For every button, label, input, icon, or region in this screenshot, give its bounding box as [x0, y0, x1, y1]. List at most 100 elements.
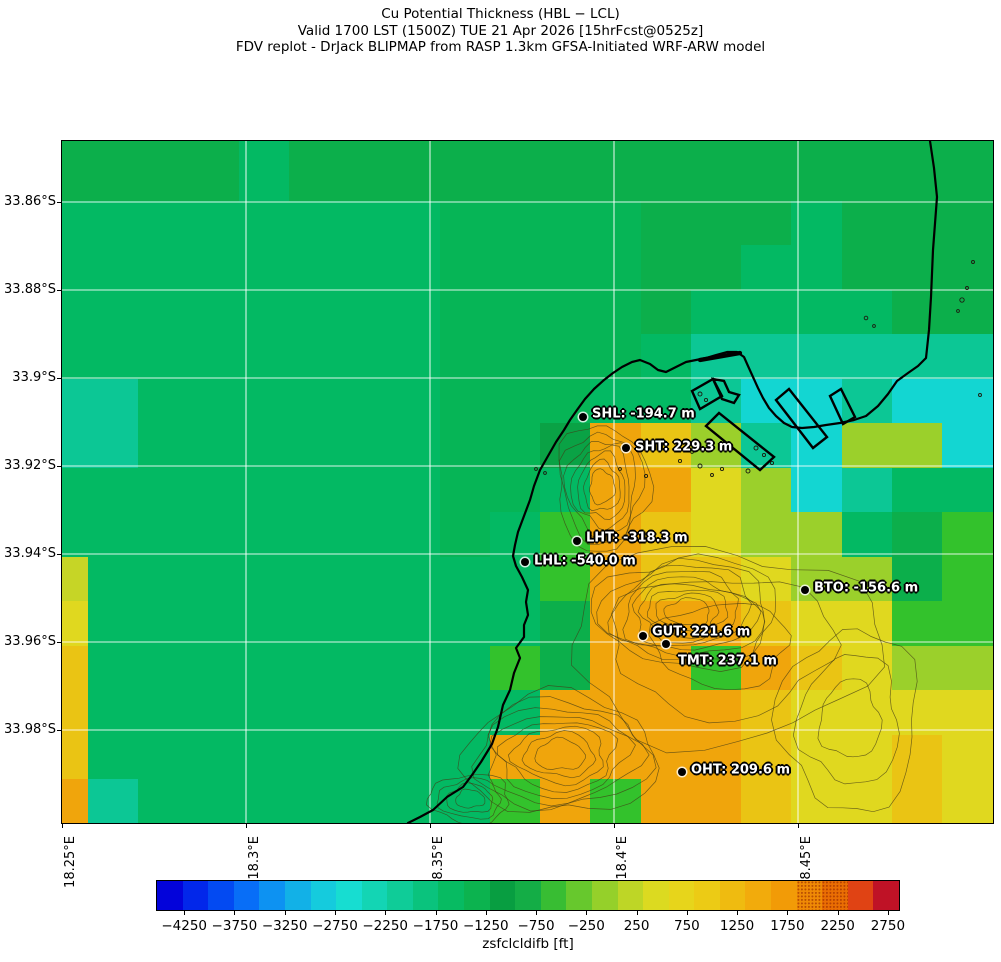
- grid-cell: [942, 290, 993, 334]
- grid-cell: [289, 601, 339, 646]
- x-tick-mark: [246, 824, 247, 828]
- colorbar-segment: [668, 881, 695, 910]
- title-line-3: FDV replot - DrJack BLIPMAP from RASP 1.…: [235, 39, 766, 55]
- grid-cell: [339, 141, 389, 201]
- colorbar-tick-label: −3250: [261, 918, 308, 934]
- station-marker-BTO: [801, 586, 809, 594]
- grid-cell: [942, 201, 993, 245]
- grid-cell: [339, 512, 389, 557]
- grid-cell: [339, 557, 389, 601]
- station-marker-LHL: [521, 558, 529, 566]
- grid-cell: [62, 557, 88, 601]
- colorbar-segment: [771, 881, 798, 910]
- station-marker-SHL: [579, 413, 587, 421]
- colorbar-segment: [438, 881, 465, 910]
- colorbar-segment: [643, 881, 670, 910]
- grid-cell: [239, 646, 289, 690]
- colorbar-tick-label: 1750: [770, 918, 805, 934]
- grid-cell: [62, 334, 88, 379]
- y-tick-label: 33.86°S: [4, 194, 56, 209]
- grid-cell: [239, 735, 289, 779]
- colorbar-tick-mark: [686, 911, 688, 915]
- grid-cell: [138, 557, 188, 601]
- grid-cell: [188, 735, 239, 779]
- y-tick-mark: [57, 554, 61, 555]
- colorbar-segment: [617, 881, 644, 910]
- grid-cell: [88, 468, 138, 512]
- grid-cell: [188, 557, 239, 601]
- y-tick-mark: [57, 378, 61, 379]
- colorbar-tick-label: −250: [567, 918, 605, 934]
- grid-cell: [289, 735, 339, 779]
- grid-cell: [62, 512, 88, 557]
- colorbar-axis-label: zsfclcldifb [ft]: [482, 936, 574, 952]
- grid-cell: [942, 334, 993, 379]
- y-tick-mark: [57, 202, 61, 203]
- map-plot-area: SHL: -194.7 m SHT: 229.3 m LHT: -318.3 m LH…: [61, 140, 994, 824]
- grid-cell: [942, 379, 993, 423]
- grid-cell: [62, 379, 88, 423]
- grid-cell: [62, 601, 88, 646]
- grid-cell: [62, 201, 88, 245]
- grid-cell: [188, 290, 239, 334]
- colorbar-segment: [566, 881, 593, 910]
- grid-cell: [239, 290, 289, 334]
- grid-cell: [289, 201, 339, 245]
- grid-cell: [138, 601, 188, 646]
- grid-cell: [62, 141, 88, 201]
- colorbar-tick-label: −2250: [362, 918, 409, 934]
- y-tick-mark: [57, 642, 61, 643]
- grid-cell: [339, 334, 389, 379]
- station-label-SHT: SHT: 229.3 m: [635, 439, 733, 455]
- grid-cell: [289, 245, 339, 290]
- colorbar-segment: [412, 881, 440, 910]
- colorbar: [156, 880, 900, 911]
- station-label-SHL: SHL: -194.7 m: [592, 406, 695, 422]
- grid-cell: [138, 423, 188, 468]
- colorbar-tick-mark: [385, 911, 387, 915]
- grid-cell: [289, 468, 339, 512]
- colorbar-segment: [873, 881, 899, 910]
- grid-cell: [138, 379, 188, 423]
- figure-title: Cu Potential Thickness (HBL − LCL) Valid…: [0, 6, 1001, 56]
- grid-cell: [339, 423, 389, 468]
- grid-cell: [88, 290, 138, 334]
- grid-cell: [88, 557, 138, 601]
- grid-cell: [942, 601, 993, 646]
- grid-cell: [88, 334, 138, 379]
- grid-cell: [289, 379, 339, 423]
- grid-cell: [942, 646, 993, 690]
- y-tick-label: 33.92°S: [4, 458, 56, 473]
- grid-cell: [289, 141, 339, 201]
- x-tick-mark: [62, 824, 63, 828]
- colorbar-segment: [464, 881, 491, 910]
- colorbar-tick-mark: [636, 911, 638, 915]
- y-tick-mark: [57, 466, 61, 467]
- grid-cell: [289, 512, 339, 557]
- station-label-GUT: GUT: 221.6 m: [652, 624, 751, 640]
- title-line-1: Cu Potential Thickness (HBL − LCL): [381, 6, 620, 22]
- colorbar-tick-label: −4250: [161, 918, 208, 934]
- colorbar-tick-label: −750: [517, 918, 555, 934]
- grid-cell: [188, 201, 239, 245]
- colorbar-tick-label: −1250: [462, 918, 509, 934]
- y-tick-label: 33.98°S: [4, 722, 56, 737]
- grid-cell: [239, 690, 289, 735]
- grid-cell: [138, 735, 188, 779]
- x-tick-mark: [798, 824, 799, 828]
- grid-cell: [88, 379, 138, 423]
- grid-cell: [339, 779, 389, 823]
- grid-cell: [339, 290, 389, 334]
- grid-cell: [239, 334, 289, 379]
- colorbar-segment: [310, 881, 337, 910]
- colorbar-segment: [489, 881, 516, 910]
- y-tick-label: 33.94°S: [4, 546, 56, 561]
- grid-cell: [239, 201, 289, 245]
- x-tick-label: 18.3°E: [247, 836, 262, 880]
- colorbar-tick-mark: [536, 911, 537, 915]
- colorbar-tick-mark: [435, 911, 437, 915]
- colorbar-segment: [591, 881, 619, 910]
- grid-cell: [339, 468, 389, 512]
- grid-cell: [339, 735, 389, 779]
- grid-cell: [138, 468, 188, 512]
